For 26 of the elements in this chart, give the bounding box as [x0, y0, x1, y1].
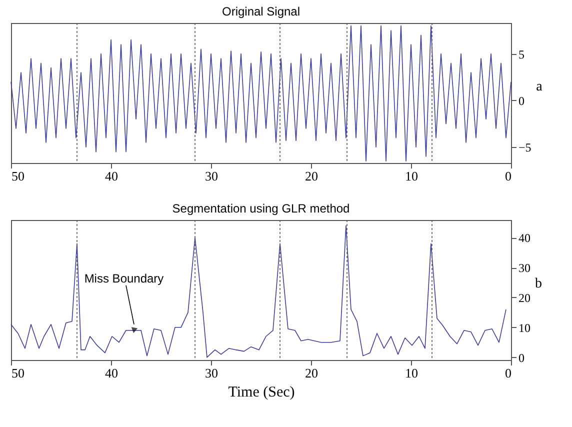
x-tick-label: 50: [12, 366, 24, 380]
y-tick-label: 10: [518, 320, 530, 335]
x-tick-label: 20: [305, 366, 318, 380]
y-axis-title: a: [536, 80, 544, 94]
x-tick-label: 50: [12, 168, 24, 184]
annotation: Miss Boundary: [84, 271, 164, 286]
chart-title: Segmentation using GLR method: [172, 202, 350, 216]
x-tick-label: 40: [105, 366, 118, 380]
y-tick-label: −5: [518, 140, 532, 155]
y-tick-label: 20: [518, 290, 530, 305]
x-tick-label: 0: [505, 366, 512, 380]
x-tick-label: 30: [205, 366, 218, 380]
x-tick-label: 0: [505, 168, 512, 184]
y-tick-label: 30: [518, 261, 530, 276]
y-tick-label: 0: [518, 350, 524, 365]
x-tick-label: 20: [305, 168, 318, 184]
x-tick-label: 30: [205, 168, 218, 184]
y-tick-label: 40: [518, 231, 530, 246]
x-tick-label: 10: [405, 366, 418, 380]
x-tick-label: 40: [105, 168, 118, 184]
chart-title: Original Signal: [222, 4, 300, 19]
x-axis-title: Time (Sec): [228, 384, 295, 400]
y-tick-label: 5: [518, 47, 524, 62]
y-axis-title: b: [535, 276, 542, 292]
y-tick-label: 0: [518, 94, 524, 108]
x-tick-label: 10: [405, 168, 418, 184]
